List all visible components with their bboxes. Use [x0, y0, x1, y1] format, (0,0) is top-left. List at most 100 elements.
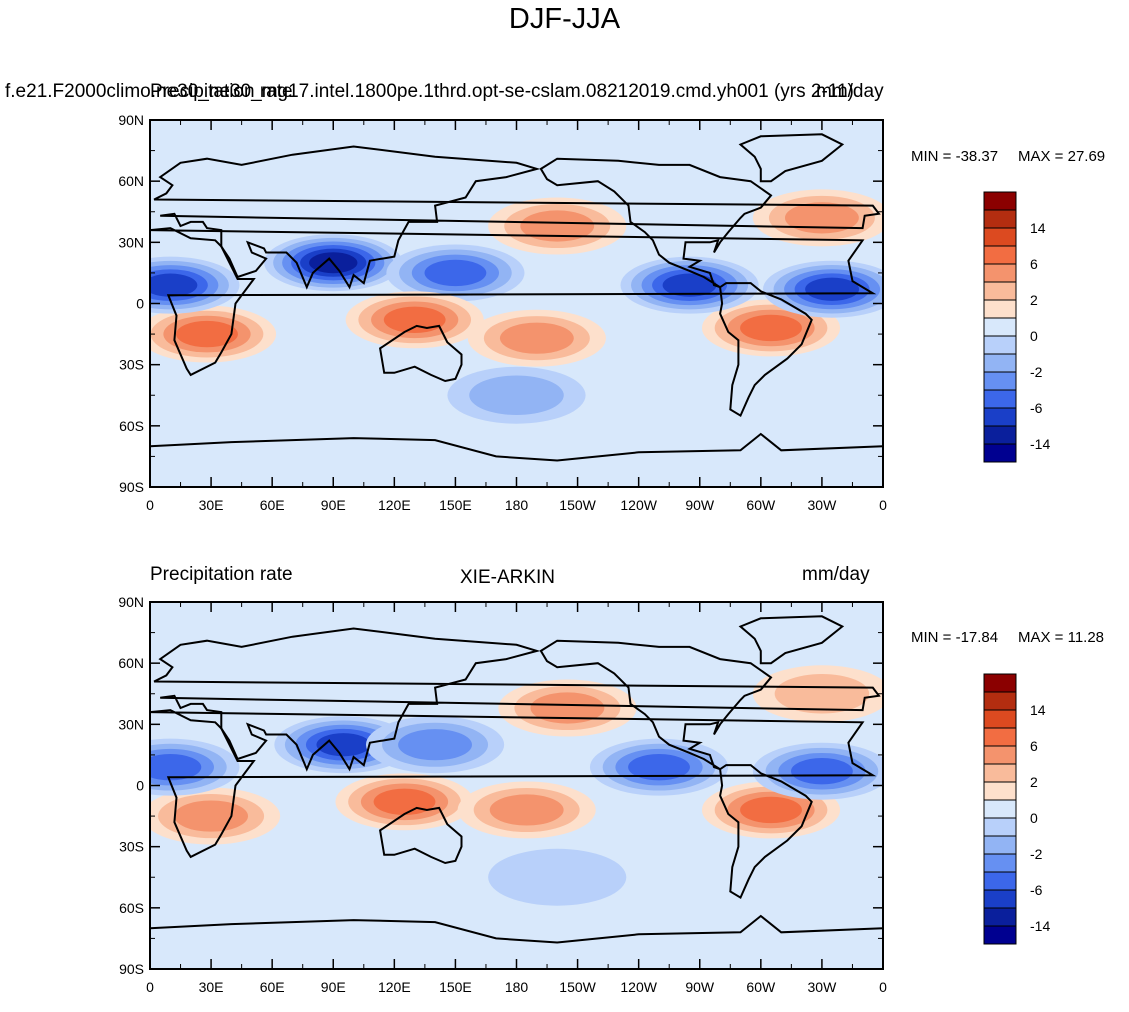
contour-dry-southern-ocean-band — [469, 375, 564, 415]
lon-tick-label: 0 — [879, 979, 887, 995]
lat-tick-label: 60S — [119, 900, 144, 916]
coastline — [738, 615, 845, 665]
lon-tick-label: 0 — [146, 979, 154, 995]
lon-tick-label: 0 — [146, 497, 154, 513]
lon-tick-label: 30E — [199, 979, 224, 995]
lat-tick-label: 30N — [118, 716, 144, 732]
colorbar-label: 2 — [1030, 292, 1038, 308]
contour-dry-north-africa-itcz — [150, 753, 202, 781]
lon-tick-label: 150E — [439, 979, 472, 995]
panel-2-subtitle-center: XIE-ARKIN — [460, 567, 556, 588]
colorbar-label: 14 — [1030, 220, 1046, 236]
colorbar-swatch — [983, 443, 1017, 463]
coastline — [150, 227, 877, 377]
coastline — [719, 764, 813, 900]
lat-tick-label: 90N — [118, 112, 144, 128]
lat-tick-label: 60S — [119, 418, 144, 434]
lat-tick-label: 60N — [118, 173, 144, 189]
colorbar-label: -14 — [1030, 918, 1050, 934]
colorbar-label: -6 — [1030, 400, 1043, 416]
contour-wet-southern-africa — [176, 320, 238, 348]
lon-tick-label: 90W — [685, 497, 715, 513]
lat-tick-label: 90N — [118, 594, 144, 610]
lon-tick-label: 0 — [879, 497, 887, 513]
colorbar-swatch — [983, 209, 1017, 229]
panel-1-subtitle-center: Precipitation rate — [150, 81, 293, 102]
colorbar-model: 14 6 2 0 -2 -6 -14 — [983, 191, 1050, 463]
precip-field — [150, 189, 883, 424]
colorbar-swatch — [983, 281, 1017, 301]
contour-wet-maritime-continent — [383, 306, 446, 333]
coastline — [150, 914, 883, 944]
colorbar-swatch — [983, 299, 1017, 319]
coastline — [379, 806, 463, 865]
contour-wet-amazon — [740, 314, 802, 342]
colorbar-swatch — [983, 817, 1017, 837]
lon-tick-label: 60W — [746, 979, 776, 995]
contour-dry-itcz-atlantic — [791, 758, 853, 785]
colorbar-label: 0 — [1030, 810, 1038, 826]
colorbar-swatch — [983, 727, 1017, 747]
colorbar-label: -6 — [1030, 882, 1043, 898]
colorbar-swatch — [983, 389, 1017, 409]
coastline — [738, 133, 845, 183]
coastline — [150, 432, 883, 462]
lon-tick-label: 180 — [505, 497, 529, 513]
panel-1-subtitle-right: mm/day — [816, 81, 884, 102]
colorbar-label: 2 — [1030, 774, 1038, 790]
colorbar-swatch — [983, 925, 1017, 945]
coastline — [539, 639, 773, 771]
figure-title: DJF-JJA — [508, 3, 621, 35]
lat-tick-label: 0 — [136, 778, 144, 794]
colorbar-label: 0 — [1030, 328, 1038, 344]
coastline — [379, 324, 463, 383]
colorbar-label: 6 — [1030, 738, 1038, 754]
lat-tick-label: 90S — [119, 479, 144, 495]
colorbar-swatch — [983, 245, 1017, 265]
contour-dry-south-asian-monsoon — [316, 733, 371, 757]
lon-tick-label: 120E — [378, 979, 411, 995]
contour-wet-spcz — [489, 794, 564, 826]
lon-tick-label: 150E — [439, 497, 472, 513]
lon-tick-label: 150W — [559, 979, 596, 995]
contour-dry-north-africa-itcz — [150, 273, 198, 297]
lon-tick-label: 60E — [260, 497, 285, 513]
lon-tick-label: 90E — [321, 497, 346, 513]
colorbar-swatch — [983, 889, 1017, 909]
contour-dry-itcz-atlantic — [805, 277, 860, 301]
colorbar-swatch — [983, 691, 1017, 711]
lon-tick-label: 30W — [808, 497, 838, 513]
colorbar-swatch — [983, 835, 1017, 855]
contour-dry-west-pacific — [398, 729, 472, 761]
colorbar-obs: 14 6 2 0 -2 -6 -14 — [983, 673, 1050, 945]
colorbar-swatch — [983, 763, 1017, 783]
contour-dry-itcz-east-pacific — [662, 273, 717, 297]
lon-tick-label: 60E — [260, 979, 285, 995]
colorbar-swatch — [983, 407, 1017, 427]
coastline — [153, 145, 881, 290]
colorbar-swatch — [983, 871, 1017, 891]
colorbar-label: -2 — [1030, 364, 1043, 380]
colorbar-swatch — [983, 317, 1017, 337]
lon-tick-label: 150W — [559, 497, 596, 513]
panel-1-min-label: MIN = -38.37 — [911, 148, 999, 165]
lat-tick-label: 30S — [119, 839, 144, 855]
colorbar-label: 6 — [1030, 256, 1038, 272]
contour-dry-west-pacific — [424, 259, 487, 287]
colorbar-swatch — [983, 853, 1017, 873]
colorbar-swatch — [983, 799, 1017, 819]
panel-2-min-label: MIN = -17.84 — [911, 629, 999, 646]
panel-2-max-label: MAX = 11.28 — [1018, 629, 1105, 646]
colorbar-label: 14 — [1030, 702, 1046, 718]
coastline — [719, 282, 813, 418]
colorbar-swatch — [983, 673, 1017, 693]
colorbar-label: -2 — [1030, 846, 1043, 862]
colorbar-swatch — [983, 371, 1017, 391]
colorbar-swatch — [983, 353, 1017, 373]
colorbar-swatch — [983, 907, 1017, 927]
lon-tick-label: 120E — [378, 497, 411, 513]
colorbar-swatch — [983, 263, 1017, 283]
